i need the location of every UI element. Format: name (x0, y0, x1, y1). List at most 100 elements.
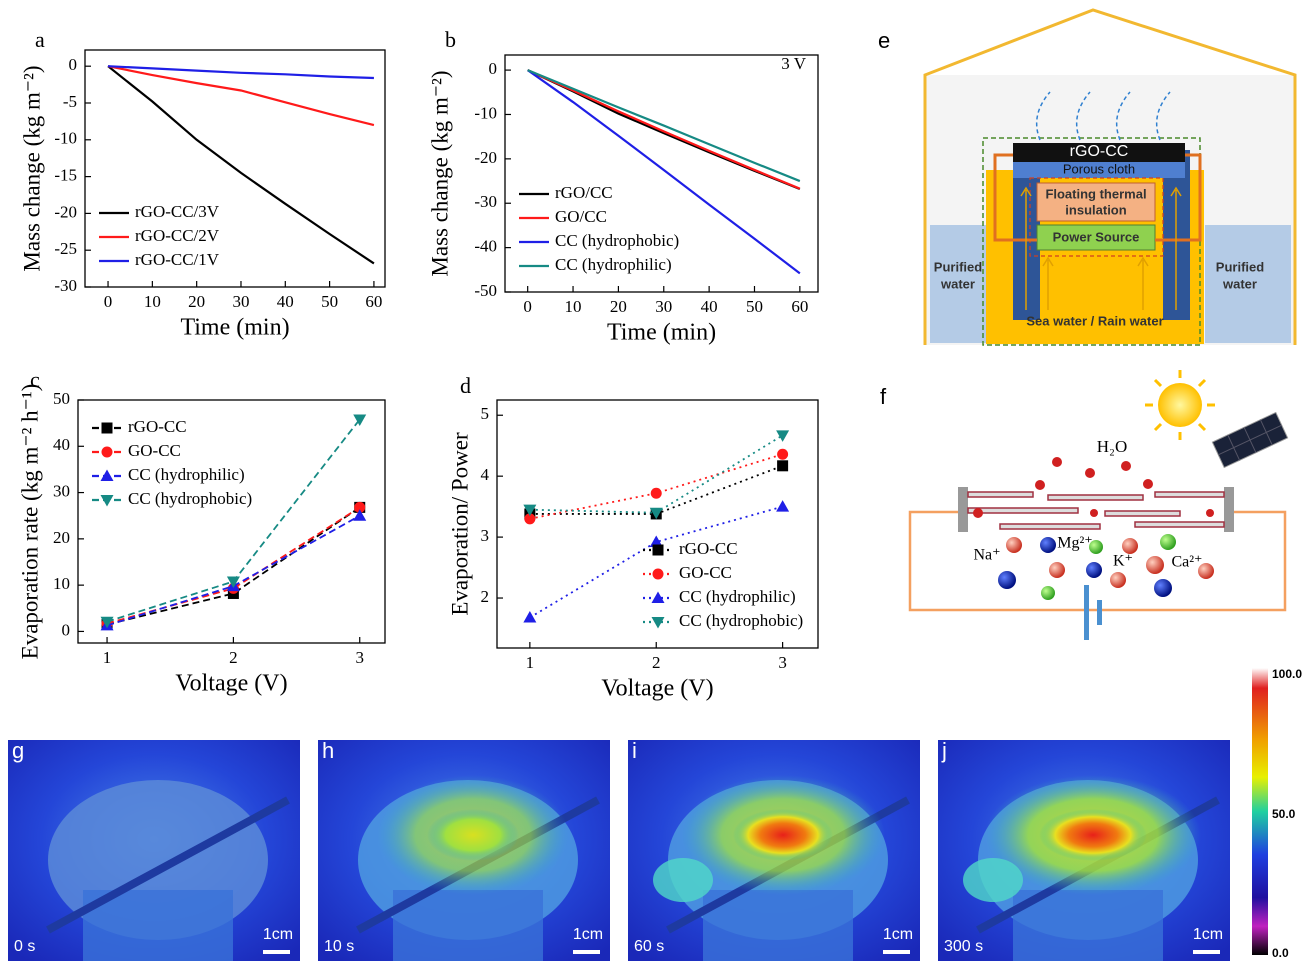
y-tick-label: -20 (54, 202, 77, 221)
purified-tank (1205, 225, 1291, 343)
y-tick-label: -40 (474, 237, 497, 256)
colorbar: 100.0 50.0 0.0 (1252, 667, 1302, 960)
y-tick-label: -15 (54, 166, 77, 185)
chart: 1 2 3 2 3 4 5 Voltage (V) Evaporation/ Power d rGO… (447, 373, 819, 702)
warm-pad (653, 858, 713, 902)
legend-marker (651, 591, 665, 603)
legend-label: GO-CC (128, 441, 181, 460)
y-tick-label: 0 (489, 59, 498, 78)
chart: 0 10 20 30 40 50 60 0 -5 -10 -15 -20 -25 -30 Time (min… (19, 27, 386, 341)
y-tick-label: 40 (53, 435, 70, 454)
electrode (1224, 487, 1234, 532)
power-box (1036, 224, 1156, 251)
diagram-e: e rGO-CC Porous cloth Floating thermal i… (878, 8, 1297, 346)
box-label: insulation (1065, 202, 1126, 217)
legend-label: rGO-CC/1V (135, 250, 220, 269)
legend-label: GO/CC (555, 207, 607, 226)
electrode (1084, 585, 1089, 640)
sun-rays (1145, 370, 1215, 440)
scale-label: 1cm (573, 926, 603, 943)
series-line (107, 65, 375, 265)
marker (649, 507, 663, 520)
series-line (106, 506, 361, 626)
marker (650, 487, 662, 499)
ion-label: K⁺ (1113, 553, 1133, 570)
y-tick-label: -20 (474, 148, 497, 167)
legend-label: CC (hydrophilic) (555, 255, 672, 274)
marker (100, 616, 114, 629)
y-tick-label: 50 (53, 389, 70, 408)
thermal-image: g 0 s 1cm (8, 738, 300, 961)
marker (777, 448, 789, 460)
layer-label: Porous cloth (1063, 161, 1135, 176)
y-axis-label: Evaporation rate (kg m⁻² h⁻¹) (17, 384, 42, 660)
series-line (529, 434, 784, 514)
plot-frame (84, 49, 386, 288)
panel-label: b (445, 27, 456, 52)
legend-label: GO-CC (679, 563, 732, 582)
hot-zone (427, 809, 519, 861)
tank-label: water (940, 276, 975, 291)
x-tick-label: 2 (229, 648, 238, 667)
y-tick-label: -30 (474, 192, 497, 211)
marker (523, 611, 537, 623)
y-tick-label: -10 (54, 129, 77, 148)
legend-marker (651, 617, 665, 629)
scale-label: 1cm (1193, 926, 1223, 943)
source-label: Sea water / Rain water (1026, 313, 1163, 328)
ion-label: Na⁺ (973, 547, 1000, 564)
y-tick-label: 4 (481, 465, 490, 484)
legend-label: rGO-CC (679, 539, 738, 558)
warm-pad (963, 858, 1023, 902)
y-axis-label: Evaporation/ Power (447, 432, 472, 616)
panel-label: e (878, 28, 890, 53)
x-tick-label: 60 (365, 292, 382, 311)
ion-label: Mg²⁺ (1057, 535, 1092, 552)
electrode (958, 487, 968, 532)
panel-label: a (35, 27, 45, 52)
purified-tank (930, 225, 988, 343)
marker (776, 430, 790, 442)
colorbar-tick: 0.0 (1272, 946, 1289, 960)
layer-label: rGO-CC (1070, 143, 1129, 160)
y-tick-label: 0 (62, 620, 71, 639)
x-tick-label: 20 (610, 297, 627, 316)
x-tick-label: 30 (655, 297, 672, 316)
y-tick-label: -10 (474, 103, 497, 122)
panel-label: i (632, 738, 637, 763)
tank-label: Purified (934, 259, 982, 274)
inner-box (1029, 177, 1164, 257)
y-tick-label: -5 (63, 92, 77, 111)
x-axis-label: Time (min) (607, 320, 716, 346)
legend-label: rGO-CC (128, 417, 187, 436)
legend-marker (100, 469, 114, 481)
series-line (107, 65, 375, 127)
legend-label: CC (hydrophilic) (679, 587, 796, 606)
series-line (527, 69, 801, 190)
panel-label: g (12, 738, 24, 763)
time-label: 0 s (14, 938, 35, 955)
x-tick-label: 2 (652, 653, 661, 672)
legend-label: rGO-CC/2V (135, 226, 220, 245)
colorbar-tick: 50.0 (1272, 807, 1296, 821)
marker (777, 460, 789, 472)
time-label: 60 s (634, 938, 664, 955)
device-strip (46, 796, 290, 934)
panel-label: j (941, 738, 947, 763)
marker (523, 504, 537, 517)
plot-frame (504, 54, 819, 293)
ions (973, 457, 1214, 600)
marker (776, 500, 790, 512)
x-tick-label: 20 (188, 292, 205, 311)
y-tick-label: 0 (69, 55, 78, 74)
house-outline (923, 8, 1297, 345)
thermal-image: h 10 s 1cm (318, 738, 610, 961)
x-tick-label: 3 (778, 653, 787, 672)
series-line (106, 506, 361, 625)
legend-label: CC (hydrophobic) (555, 231, 679, 250)
y-tick-label: -25 (54, 239, 77, 258)
x-axis-label: Time (min) (180, 315, 289, 341)
flow-arrows (1020, 186, 1182, 310)
